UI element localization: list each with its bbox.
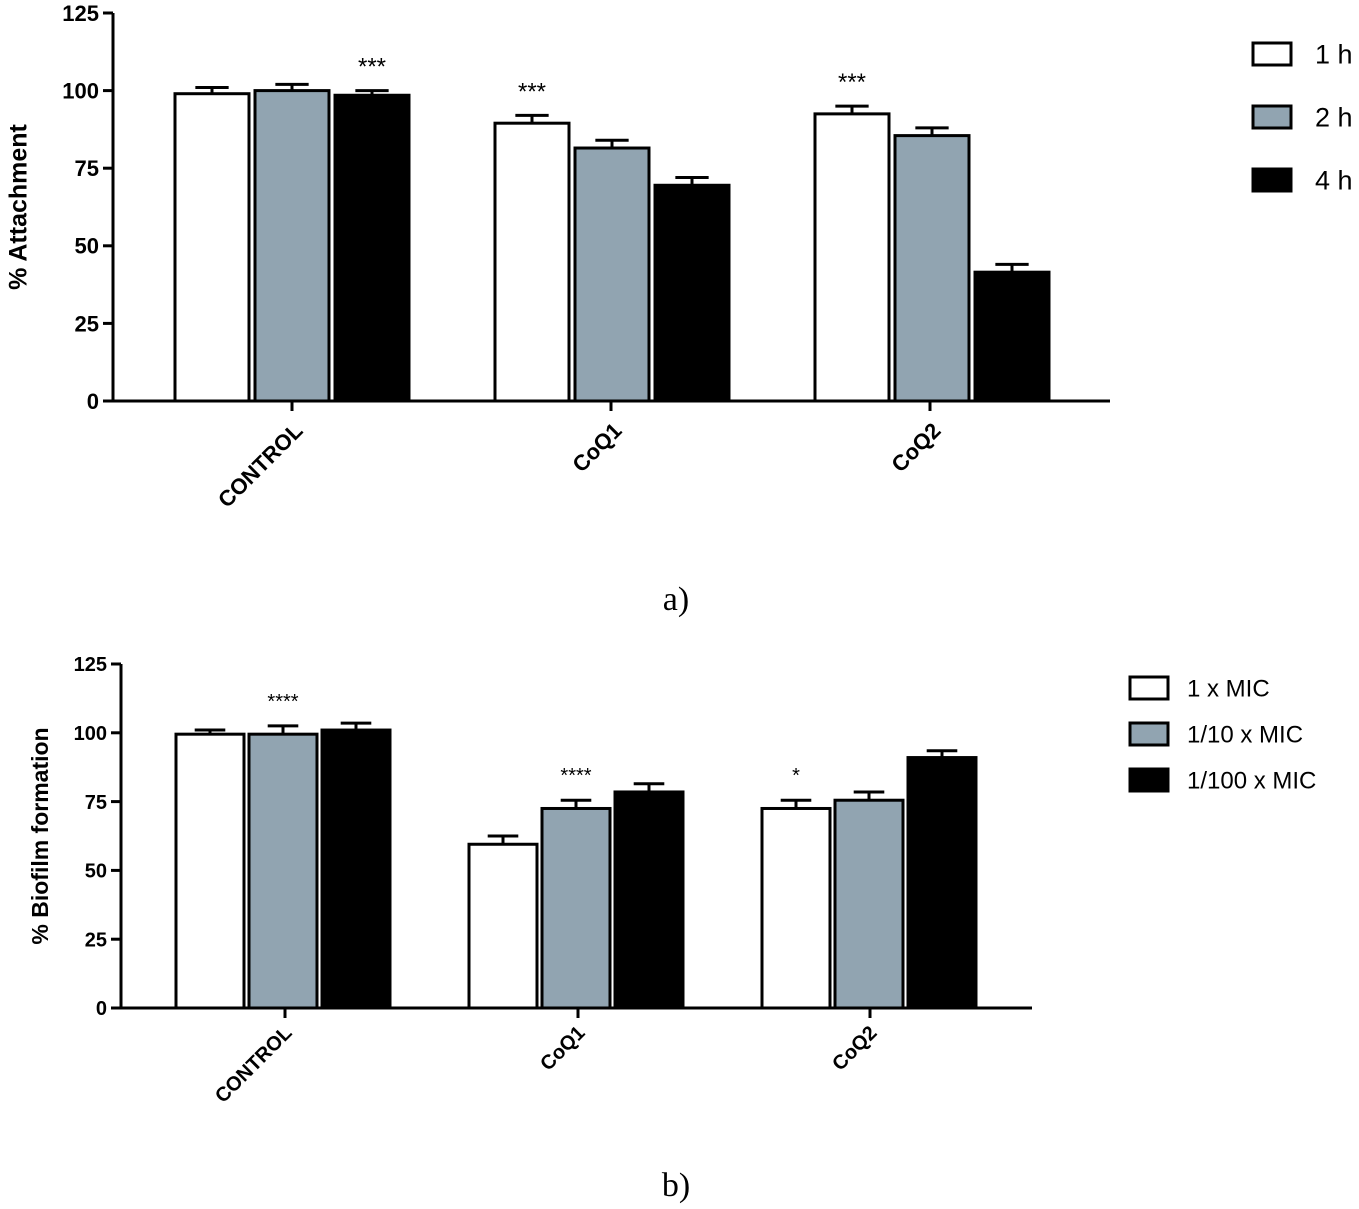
bar bbox=[653, 183, 731, 403]
legend-label: 2 h bbox=[1315, 103, 1353, 133]
significance-label: * bbox=[792, 765, 800, 787]
bar bbox=[333, 93, 411, 403]
bar bbox=[573, 146, 651, 403]
y-tick-label: 100 bbox=[62, 79, 99, 104]
legend-label: 1/100 x MIC bbox=[1187, 768, 1316, 795]
x-category-label: CoQ1 bbox=[536, 1022, 589, 1075]
x-category-label: CONTROL bbox=[211, 1022, 296, 1107]
x-category-label: CoQ2 bbox=[828, 1022, 881, 1075]
chart-panel-b: 0 25 50 75 100 125 % Biofilm formation CONTROL C… bbox=[27, 654, 1316, 1204]
legend-label: 1 x MIC bbox=[1187, 676, 1270, 703]
y-tick-label: 100 bbox=[74, 723, 107, 745]
bar bbox=[813, 112, 891, 403]
significance-label: **** bbox=[267, 691, 298, 713]
x-category-label: CONTROL bbox=[213, 418, 308, 513]
y-axis-label: % Attachment bbox=[5, 123, 33, 289]
legend-label: 4 h bbox=[1315, 166, 1353, 196]
y-tick-label: 125 bbox=[74, 654, 107, 676]
y-tick-label: 125 bbox=[62, 1, 99, 26]
bar bbox=[973, 270, 1051, 403]
bar bbox=[173, 92, 251, 403]
legend-label: 1/10 x MIC bbox=[1187, 722, 1303, 749]
panel-caption: b) bbox=[662, 1167, 690, 1204]
bar bbox=[613, 790, 685, 1010]
bar bbox=[247, 732, 319, 1010]
bar bbox=[906, 756, 978, 1010]
significance-label: *** bbox=[518, 78, 546, 105]
legend-swatch bbox=[1128, 721, 1170, 747]
bar bbox=[253, 89, 331, 403]
bar bbox=[320, 728, 392, 1010]
significance-label: *** bbox=[358, 54, 386, 81]
bar bbox=[174, 732, 246, 1010]
legend-swatch bbox=[1251, 41, 1293, 67]
legend-swatch bbox=[1128, 767, 1170, 793]
bar bbox=[760, 806, 832, 1010]
y-tick-label: 25 bbox=[75, 311, 99, 336]
bar bbox=[540, 806, 612, 1010]
significance-label: **** bbox=[560, 765, 591, 787]
bar bbox=[833, 798, 905, 1010]
chart-panel-a: 0 25 50 75 100 125 % Attachment CONTROL CoQ1 CoQ2… bbox=[5, 1, 1353, 618]
y-axis-label: % Biofilm formation bbox=[27, 727, 53, 944]
bar bbox=[467, 842, 539, 1010]
legend-swatch bbox=[1251, 104, 1293, 130]
y-tick-label: 75 bbox=[85, 792, 107, 814]
legend-swatch bbox=[1128, 675, 1170, 701]
y-tick-label: 50 bbox=[75, 234, 99, 259]
y-tick-label: 75 bbox=[75, 156, 99, 181]
y-tick-label: 50 bbox=[85, 861, 107, 883]
significance-label: *** bbox=[838, 69, 866, 96]
bar bbox=[893, 134, 971, 403]
y-tick-label: 0 bbox=[96, 998, 107, 1020]
y-tick-label: 0 bbox=[87, 389, 99, 414]
panel-caption: a) bbox=[663, 581, 689, 618]
x-category-label: CoQ1 bbox=[567, 418, 626, 477]
legend-swatch bbox=[1251, 167, 1293, 193]
y-tick-label: 25 bbox=[85, 929, 107, 951]
bar bbox=[493, 121, 571, 403]
legend-label: 1 h bbox=[1315, 40, 1353, 70]
x-category-label: CoQ2 bbox=[886, 418, 945, 477]
